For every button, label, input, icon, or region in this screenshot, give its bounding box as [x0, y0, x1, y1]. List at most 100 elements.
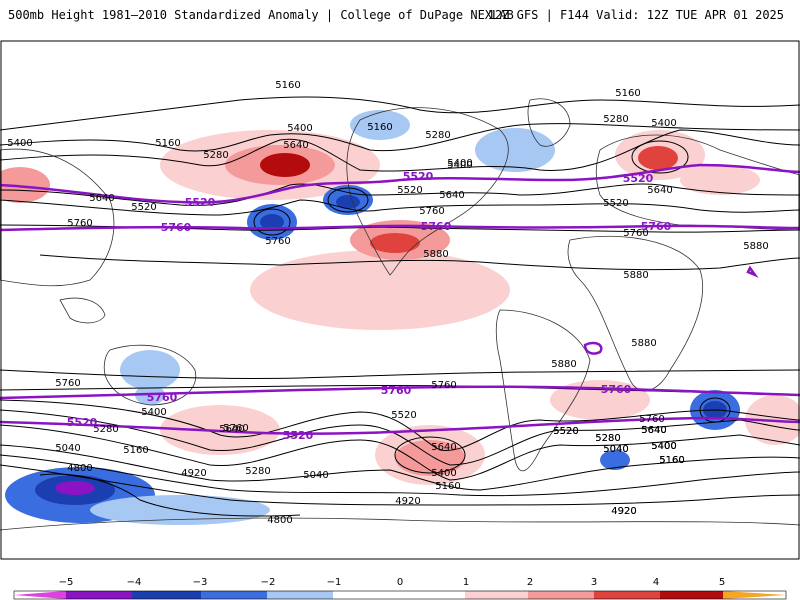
label-5280-d: 5280: [93, 424, 118, 435]
hlabel-5760-b: 5760: [421, 220, 452, 233]
label-5640-b: 5640: [439, 190, 464, 201]
contour-5400-south: [0, 424, 800, 481]
label-5760-h: 5760: [639, 414, 664, 425]
label-4800-b: 4800: [267, 515, 292, 526]
label-5040-b: 5040: [303, 470, 328, 481]
pos-anom-south-atlantic-core: [395, 440, 465, 476]
highlight-5520-north: [0, 163, 800, 204]
colorbar-ticks: −5 −4 −3 −2 −1 0 1 2 3 4 5: [59, 577, 726, 588]
colorbar-frame: [13, 590, 787, 600]
label-5400-g: 5400: [431, 468, 456, 479]
highlight-contours: [0, 163, 800, 435]
contour-5160-south: [0, 444, 800, 491]
label-5520-e: 5520: [553, 426, 578, 437]
label-5760-d: 5760: [623, 228, 648, 239]
tick-pos5: 5: [719, 577, 725, 588]
hlabel-5760-e: 5760: [381, 384, 412, 397]
map-frame: [0, 40, 800, 560]
label-5520-c: 5520: [603, 198, 628, 209]
swatch-neg5: [66, 591, 132, 599]
tick-zero: 0: [397, 577, 403, 588]
pos-anom-mexico-core: [370, 233, 420, 253]
label-5760-b: 5760: [419, 206, 444, 217]
contour-5640-south: [0, 399, 800, 451]
coastlines: [0, 98, 800, 531]
contour-low-ne-pac: [327, 187, 369, 213]
label-5280-a: 5280: [203, 150, 228, 161]
hlabel-5760-d: 5760: [147, 391, 178, 404]
contour-low-npac: [253, 208, 291, 236]
label-5640-i: 5640: [641, 425, 666, 436]
label-5880-b: 5880: [743, 241, 768, 252]
swatch-pos2: [528, 591, 594, 599]
contour-5040-south: [0, 454, 800, 497]
hlabel-5520-c: 5520: [623, 172, 654, 185]
label-5760-f: 5760: [431, 380, 456, 391]
contour-labels-black: 5160 5400 5160 5280 5400 5160 5280 5160 …: [7, 80, 768, 526]
label-4920-b: 4920: [395, 496, 420, 507]
neg-anom-south-coast: [600, 450, 630, 470]
contour-high-europe: [631, 140, 689, 174]
contour-5160-north: [0, 96, 800, 131]
label-5640-f: 5640: [431, 442, 456, 453]
label-5520-d: 5520: [391, 410, 416, 421]
tick-neg3: −3: [193, 577, 208, 588]
hlabel-5520-a: 5520: [185, 196, 216, 209]
contour-low-s-indian: [699, 397, 731, 423]
label-5880-c: 5880: [623, 270, 648, 281]
label-5400-f: 5400: [141, 407, 166, 418]
pos-anom-subtropics: [250, 250, 510, 330]
label-5280-b: 5280: [425, 130, 450, 141]
label-5760-a: 5760: [265, 236, 290, 247]
colorbar: −5 −4 −3 −2 −1 0 1 2 3 4 5: [13, 577, 787, 600]
tick-neg1: −1: [327, 577, 342, 588]
label-5880-e: 5880: [551, 359, 576, 370]
label-5400-a: 5400: [7, 138, 32, 149]
anomaly-map: 5160 5400 5160 5280 5400 5160 5280 5160 …: [0, 40, 800, 560]
highlight-loop-s-america: [583, 341, 603, 355]
label-5400-j: 5400: [651, 441, 676, 452]
swatch-neg4: [132, 591, 201, 599]
hlabel-5760-a: 5760: [161, 221, 192, 234]
highlight-loop-e-africa: [746, 265, 759, 278]
swatch-neg2: [267, 591, 333, 599]
tick-neg5: −5: [59, 577, 74, 588]
coast-europe: [595, 134, 800, 231]
tick-neg4: −4: [127, 577, 142, 588]
label-5040-a: 5040: [55, 443, 80, 454]
label-5400-b: 5400: [287, 123, 312, 134]
map-title: 500mb Height 1981–2010 Standardized Anom…: [8, 8, 514, 22]
label-5760-g: 5760: [223, 423, 248, 434]
label-5040-c: 5040: [603, 444, 628, 455]
label-5160-c: 5160: [367, 122, 392, 133]
label-4800-a: 4800: [67, 463, 92, 474]
hlabel-5520-e: 5520: [283, 429, 314, 442]
label-5040-d: 5040: [603, 444, 628, 455]
label-5640-c: 5640: [89, 193, 114, 204]
tick-neg2: −2: [261, 577, 276, 588]
coast-australia: [103, 344, 197, 406]
pos-anom-asia-west: [0, 167, 50, 203]
tick-pos3: 3: [591, 577, 597, 588]
label-5640-d: 5640: [647, 185, 672, 196]
height-contours: [0, 96, 800, 517]
label-5520-a: 5520: [397, 185, 422, 196]
label-5520-b: 5520: [131, 202, 156, 213]
label-5520-f: 5520: [553, 426, 578, 437]
label-5160-i: 5160: [659, 455, 684, 466]
label-5640-e: 5640: [219, 424, 244, 435]
header-bar: 500mb Height 1981–2010 Standardized Anom…: [0, 0, 800, 40]
label-5640-g: 5640: [641, 425, 666, 436]
label-4920-a: 4920: [181, 468, 206, 479]
contour-5640-north: [0, 199, 800, 216]
pos-anom-europe-core: [638, 146, 678, 170]
label-5400-e: 5400: [447, 158, 472, 169]
label-5160-h: 5160: [659, 455, 684, 466]
contour-labels-highlight: 5520 5520 5520 5760 5760 5760 5760 5760 …: [67, 170, 672, 442]
label-5400-c: 5400: [447, 160, 472, 171]
label-5280-c: 5280: [603, 114, 628, 125]
contour-5880-south: [0, 369, 800, 379]
model-run-label: 12Z GFS | F144 Valid: 12Z TUE APR 01 202…: [487, 8, 784, 22]
label-5760-e: 5760: [55, 378, 80, 389]
coast-antarctica: [0, 517, 800, 531]
